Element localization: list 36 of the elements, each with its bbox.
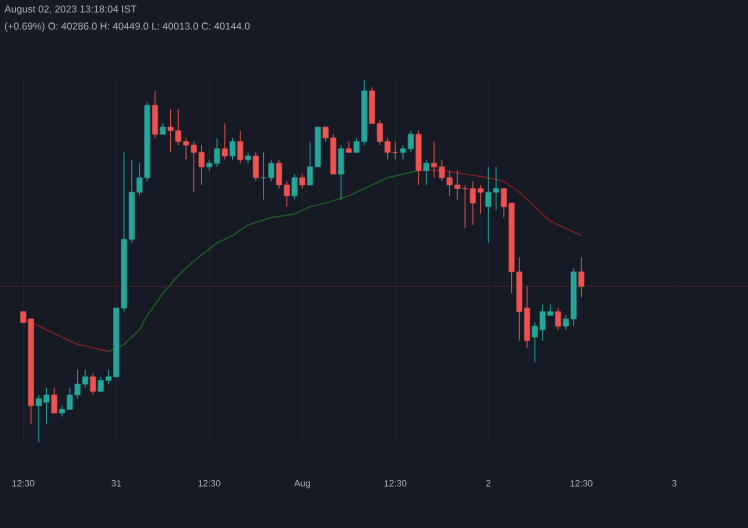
candlestick bbox=[485, 166, 492, 244]
candlestick bbox=[276, 159, 282, 190]
candlestick bbox=[198, 144, 205, 186]
candlestick bbox=[214, 137, 220, 168]
candlestick bbox=[190, 141, 197, 193]
candlestick bbox=[438, 159, 445, 182]
candlestick bbox=[493, 166, 500, 211]
candlestick bbox=[415, 130, 422, 186]
candlestick bbox=[555, 307, 562, 331]
candlestick bbox=[245, 151, 251, 164]
candlestick bbox=[82, 369, 89, 389]
candlestick bbox=[229, 137, 236, 161]
candlestick bbox=[431, 141, 438, 179]
candlestick bbox=[570, 267, 577, 327]
candlestick bbox=[291, 173, 298, 200]
candlestick bbox=[330, 133, 337, 175]
candlestick bbox=[469, 180, 476, 226]
candlestick bbox=[183, 137, 189, 161]
candlestick bbox=[462, 184, 469, 229]
candlestick bbox=[152, 90, 158, 139]
candlestick bbox=[221, 122, 228, 161]
candlestick bbox=[578, 256, 585, 298]
candlestick bbox=[167, 108, 174, 153]
candlestick bbox=[446, 170, 453, 197]
candlestick bbox=[252, 151, 259, 182]
candlestick bbox=[43, 387, 50, 425]
candlestick bbox=[51, 387, 58, 414]
candlestick bbox=[477, 184, 484, 215]
candlestick bbox=[268, 159, 275, 182]
candlestick bbox=[90, 372, 96, 396]
candlestick bbox=[407, 130, 414, 153]
candlestick bbox=[338, 144, 344, 200]
candlestick bbox=[35, 394, 42, 442]
candlestick bbox=[423, 159, 430, 186]
candlestick bbox=[66, 387, 73, 410]
candlestick bbox=[237, 130, 244, 164]
